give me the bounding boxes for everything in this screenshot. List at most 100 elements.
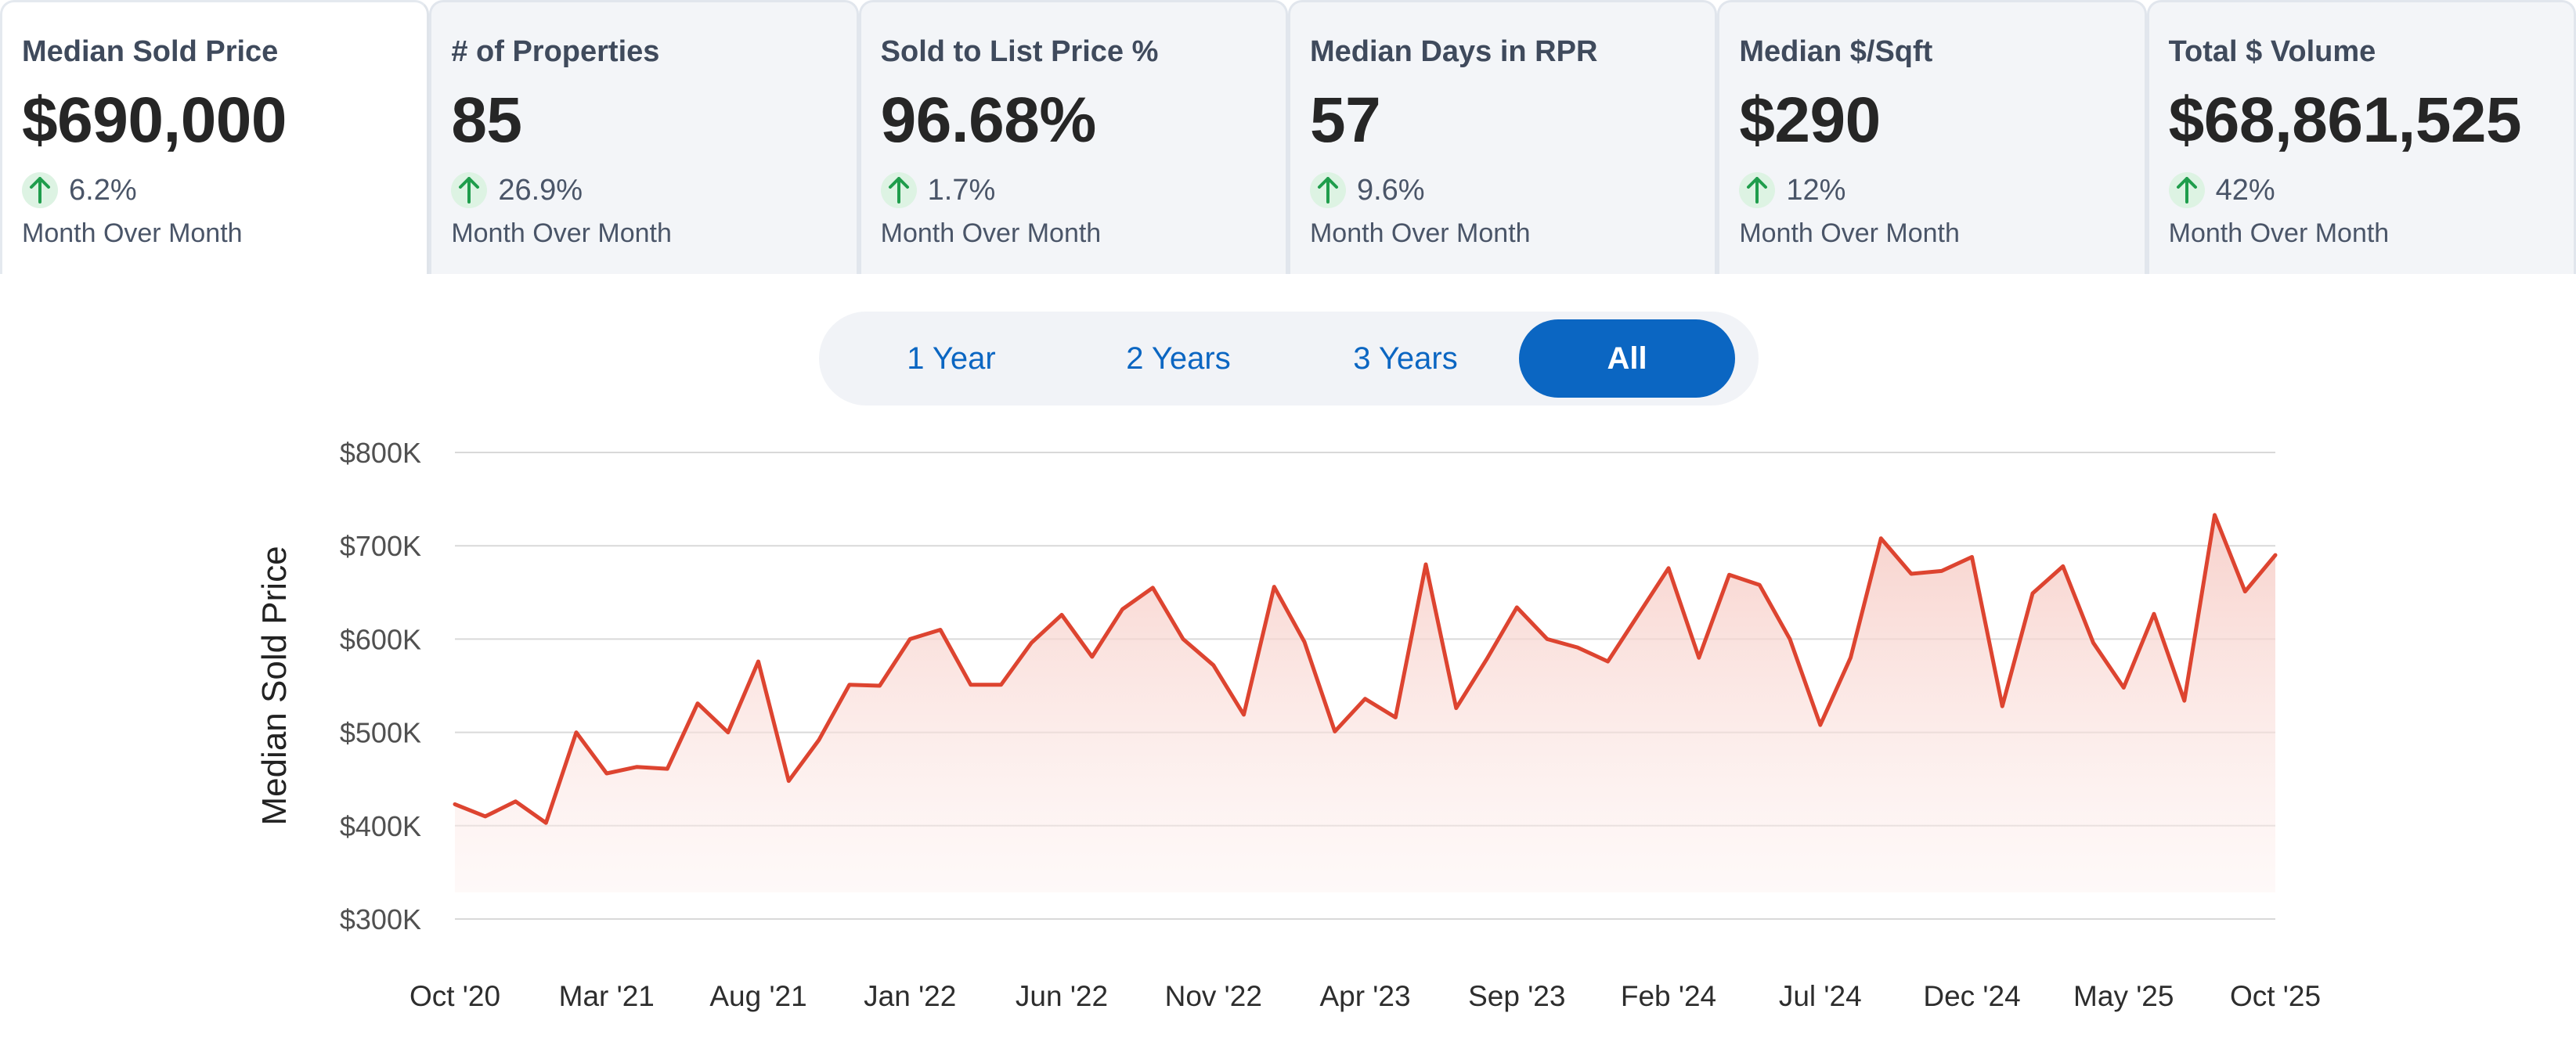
data-point[interactable] [449,798,460,809]
metric-change-value: 9.6% [1356,174,1425,207]
series-line [453,513,2278,825]
data-point[interactable] [2027,588,2038,599]
metric-card-sold-to-list[interactable]: Sold to List Price % 96.68% 1.7% Month O… [858,0,1288,274]
data-point[interactable] [1694,652,1705,663]
data-point[interactable] [844,679,855,690]
data-point[interactable] [1268,582,1279,593]
data-point[interactable] [1875,533,1886,544]
data-point[interactable] [783,776,794,787]
x-tick-label: Jul '24 [1779,980,1862,1012]
data-point[interactable] [1329,726,1340,737]
data-point[interactable] [1906,568,1917,579]
x-tick-label: Nov '22 [1165,980,1262,1012]
data-point[interactable] [601,768,612,779]
data-point[interactable] [1117,604,1128,614]
data-point[interactable] [1087,651,1098,662]
data-point[interactable] [1360,694,1371,705]
data-point[interactable] [1511,602,1522,613]
arrow-up-icon [451,172,488,208]
metric-title: Median $/Sqft [1739,35,1933,68]
y-tick-label: $300K [340,903,421,935]
metric-period: Month Over Month [1739,218,1960,248]
y-tick-label: $700K [340,530,421,562]
data-point[interactable] [2088,637,2099,648]
data-point[interactable] [875,680,886,691]
data-point[interactable] [2270,550,2281,560]
data-point[interactable] [571,727,582,738]
data-point[interactable] [1724,569,1735,580]
x-axis-ticks: Oct '20 Mar '21 Aug '21 Jan '22 Jun '22 Nov '… [409,980,2321,1012]
data-point[interactable] [1147,582,1158,593]
range-3-years-button[interactable]: 3 Years [1353,341,1458,376]
data-point[interactable] [511,796,521,807]
data-point[interactable] [965,679,976,690]
range-all-button[interactable]: All [1519,319,1735,398]
data-point[interactable] [1663,563,1674,574]
data-point[interactable] [1845,652,1856,663]
data-point[interactable] [753,656,764,667]
data-point[interactable] [935,624,946,635]
data-point[interactable] [1754,579,1765,590]
range-1-year-button[interactable]: 1 Year [907,341,996,376]
metric-value: 57 [1309,85,1381,156]
x-tick-label: Apr '23 [1319,980,1410,1012]
data-point[interactable] [904,633,915,644]
y-axis-label: Median Sold Price [255,546,294,825]
data-point[interactable] [1603,656,1614,667]
data-point[interactable] [1178,633,1189,644]
metric-period: Month Over Month [22,218,243,248]
data-point[interactable] [1997,701,2008,712]
y-tick-label: $600K [340,623,421,655]
data-point[interactable] [1542,633,1553,644]
metric-value: $68,861,525 [2168,85,2522,156]
data-point[interactable] [723,727,734,738]
metric-card-median-sold-price[interactable]: Median Sold Price $690,000 6.2% Month Ov… [0,0,430,274]
metric-title: # of Properties [451,35,660,68]
data-point[interactable] [1967,552,1978,563]
data-point[interactable] [1572,642,1583,653]
metric-period: Month Over Month [2168,218,2390,248]
data-point[interactable] [540,817,551,828]
data-point[interactable] [480,811,491,822]
data-point[interactable] [2148,608,2159,619]
metric-title: Median Days in RPR [1309,35,1598,68]
data-point[interactable] [1056,609,1067,620]
data-point[interactable] [1633,609,1643,620]
metric-card-median-sqft[interactable]: Median $/Sqft $290 12% Month Over Month [1717,0,2147,274]
metric-value: 96.68% [880,85,1097,156]
data-point[interactable] [814,734,824,745]
range-2-years-button[interactable]: 2 Years [1126,341,1231,376]
series-area-fill [455,514,2275,892]
metric-value: $290 [1739,85,1881,156]
data-point[interactable] [1481,654,1492,665]
metric-card-median-days[interactable]: Median Days in RPR 57 9.6% Month Over Mo… [1287,0,1718,274]
data-point[interactable] [1026,637,1037,648]
data-point[interactable] [2210,510,2221,521]
data-point[interactable] [1239,709,1250,720]
metric-title: Median Sold Price [22,35,279,68]
data-point[interactable] [1208,660,1219,671]
data-point[interactable] [1390,712,1401,723]
data-point[interactable] [692,698,703,709]
data-point[interactable] [2118,682,2129,693]
metric-card-total-volume[interactable]: Total $ Volume $68,861,525 42% Month Ove… [2146,0,2576,274]
metric-value: 85 [451,85,522,156]
data-point[interactable] [1299,636,1310,647]
data-point[interactable] [1451,703,1462,714]
metric-title: Total $ Volume [2168,35,2376,68]
y-tick-label: $800K [340,437,421,469]
metric-period: Month Over Month [451,218,672,248]
data-point[interactable] [632,762,643,773]
data-point[interactable] [662,763,673,774]
data-point[interactable] [1784,633,1795,644]
data-point[interactable] [2239,586,2250,597]
data-point[interactable] [1936,565,1947,576]
metric-change-value: 6.2% [69,174,137,207]
data-point[interactable] [1420,559,1431,570]
data-point[interactable] [1815,719,1826,730]
data-point[interactable] [2179,695,2190,706]
data-point[interactable] [2058,560,2069,571]
y-tick-label: $400K [340,810,421,842]
data-point[interactable] [996,679,1007,690]
metric-card-properties[interactable]: # of Properties 85 26.9% Month Over Mont… [429,0,859,274]
